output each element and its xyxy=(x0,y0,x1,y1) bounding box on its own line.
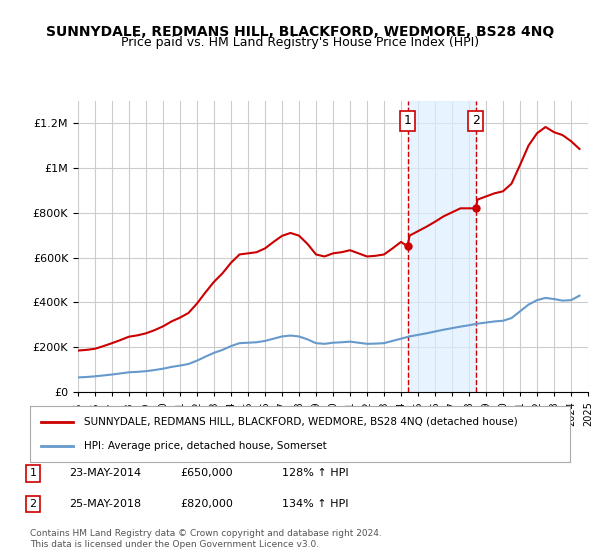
Text: 2: 2 xyxy=(472,114,480,128)
Text: 1: 1 xyxy=(29,468,37,478)
Text: 2: 2 xyxy=(29,499,37,509)
Text: Price paid vs. HM Land Registry's House Price Index (HPI): Price paid vs. HM Land Registry's House … xyxy=(121,36,479,49)
Text: HPI: Average price, detached house, Somerset: HPI: Average price, detached house, Some… xyxy=(84,441,327,451)
Text: 25-MAY-2018: 25-MAY-2018 xyxy=(69,499,141,509)
Text: 1: 1 xyxy=(404,114,412,128)
Text: SUNNYDALE, REDMANS HILL, BLACKFORD, WEDMORE, BS28 4NQ: SUNNYDALE, REDMANS HILL, BLACKFORD, WEDM… xyxy=(46,25,554,39)
Text: £820,000: £820,000 xyxy=(180,499,233,509)
Text: 23-MAY-2014: 23-MAY-2014 xyxy=(69,468,141,478)
Text: Contains HM Land Registry data © Crown copyright and database right 2024.
This d: Contains HM Land Registry data © Crown c… xyxy=(30,529,382,549)
Text: £650,000: £650,000 xyxy=(180,468,233,478)
Bar xyxy=(407,101,476,392)
Text: SUNNYDALE, REDMANS HILL, BLACKFORD, WEDMORE, BS28 4NQ (detached house): SUNNYDALE, REDMANS HILL, BLACKFORD, WEDM… xyxy=(84,417,518,427)
Text: 128% ↑ HPI: 128% ↑ HPI xyxy=(282,468,349,478)
Text: 134% ↑ HPI: 134% ↑ HPI xyxy=(282,499,349,509)
